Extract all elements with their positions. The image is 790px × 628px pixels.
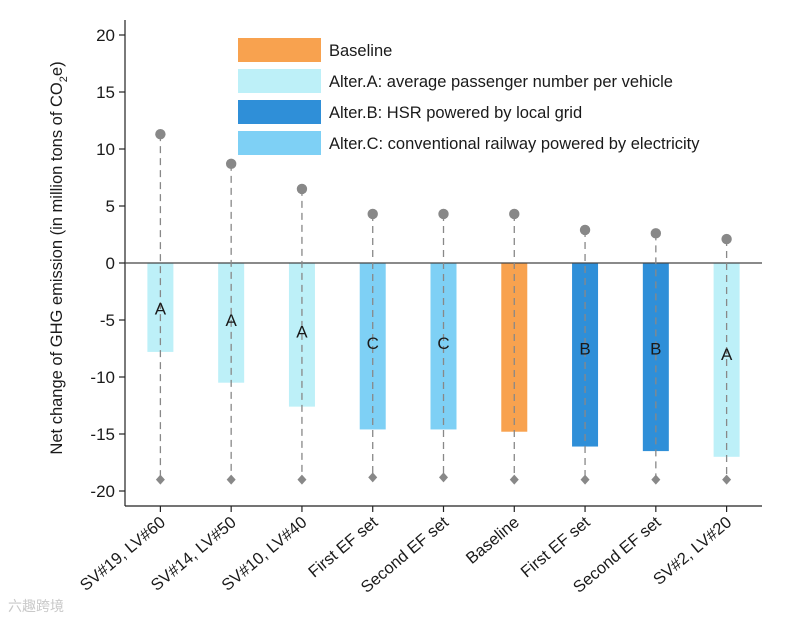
bar-letter-label-2: A <box>225 311 237 330</box>
range-low-marker-9 <box>722 474 732 485</box>
y-tick-label: -5 <box>100 311 115 330</box>
range-low-marker-4 <box>368 472 378 483</box>
range-low-marker-7 <box>580 474 590 485</box>
legend-label-c: Alter.C: conventional railway powered by… <box>329 135 700 153</box>
bar-letter-label-1: A <box>155 300 167 319</box>
range-high-marker-4 <box>367 208 378 220</box>
legend-label-baseline: Baseline <box>329 42 392 60</box>
legend-label-a: Alter.A: average passenger number per ve… <box>329 73 673 91</box>
bar-letter-label-5: C <box>437 334 449 353</box>
y-axis-label: Net change of GHG emission (in million t… <box>48 61 70 454</box>
bar-letter-label-8: B <box>650 340 661 359</box>
bar-letter-label-7: B <box>579 340 590 359</box>
range-low-marker-5 <box>439 472 448 483</box>
range-high-marker-3 <box>296 183 308 195</box>
range-low-marker-3 <box>297 474 307 485</box>
range-high-marker-2 <box>225 158 237 170</box>
y-axis-label-tail: e) <box>48 61 66 76</box>
y-axis-label-subscript: 2 <box>58 76 70 82</box>
legend-label-b: Alter.B: HSR powered by local grid <box>329 104 582 122</box>
y-tick-label: -15 <box>90 425 115 444</box>
range-high-marker-8 <box>650 228 662 239</box>
legend-swatch-baseline <box>238 38 321 62</box>
legend-swatch-b <box>238 100 321 124</box>
bar-letter-label-9: A <box>721 345 733 364</box>
range-high-marker-5 <box>438 208 449 220</box>
range-high-marker-9 <box>721 233 732 245</box>
y-axis-label-main: Net change of GHG emission (in million t… <box>48 82 66 454</box>
bar-letter-label-4: C <box>367 334 379 353</box>
y-tick-label: 20 <box>96 26 115 45</box>
range-high-marker-6 <box>509 208 520 220</box>
y-tick-label: -20 <box>90 482 115 501</box>
y-tick-label: 5 <box>106 197 115 216</box>
bar-letter-label-3: A <box>296 322 308 341</box>
y-tick-label: -10 <box>90 368 115 387</box>
range-low-marker-8 <box>651 474 661 485</box>
watermark-text: 六趣跨境 <box>8 599 64 615</box>
x-tick-label-6: Baseline <box>463 513 523 567</box>
legend-swatch-a <box>238 69 321 93</box>
legend-swatch-c <box>238 131 321 155</box>
x-tick-label-9: SV#2, LV#20 <box>650 513 735 589</box>
range-high-marker-7 <box>579 224 591 236</box>
range-low-marker-1 <box>155 474 165 485</box>
y-tick-label: 0 <box>106 254 115 273</box>
range-low-marker-2 <box>226 474 236 485</box>
y-tick-label: 10 <box>96 140 115 159</box>
y-tick-label: 15 <box>96 83 115 102</box>
range-low-marker-6 <box>509 474 519 485</box>
range-high-marker-1 <box>155 128 166 140</box>
